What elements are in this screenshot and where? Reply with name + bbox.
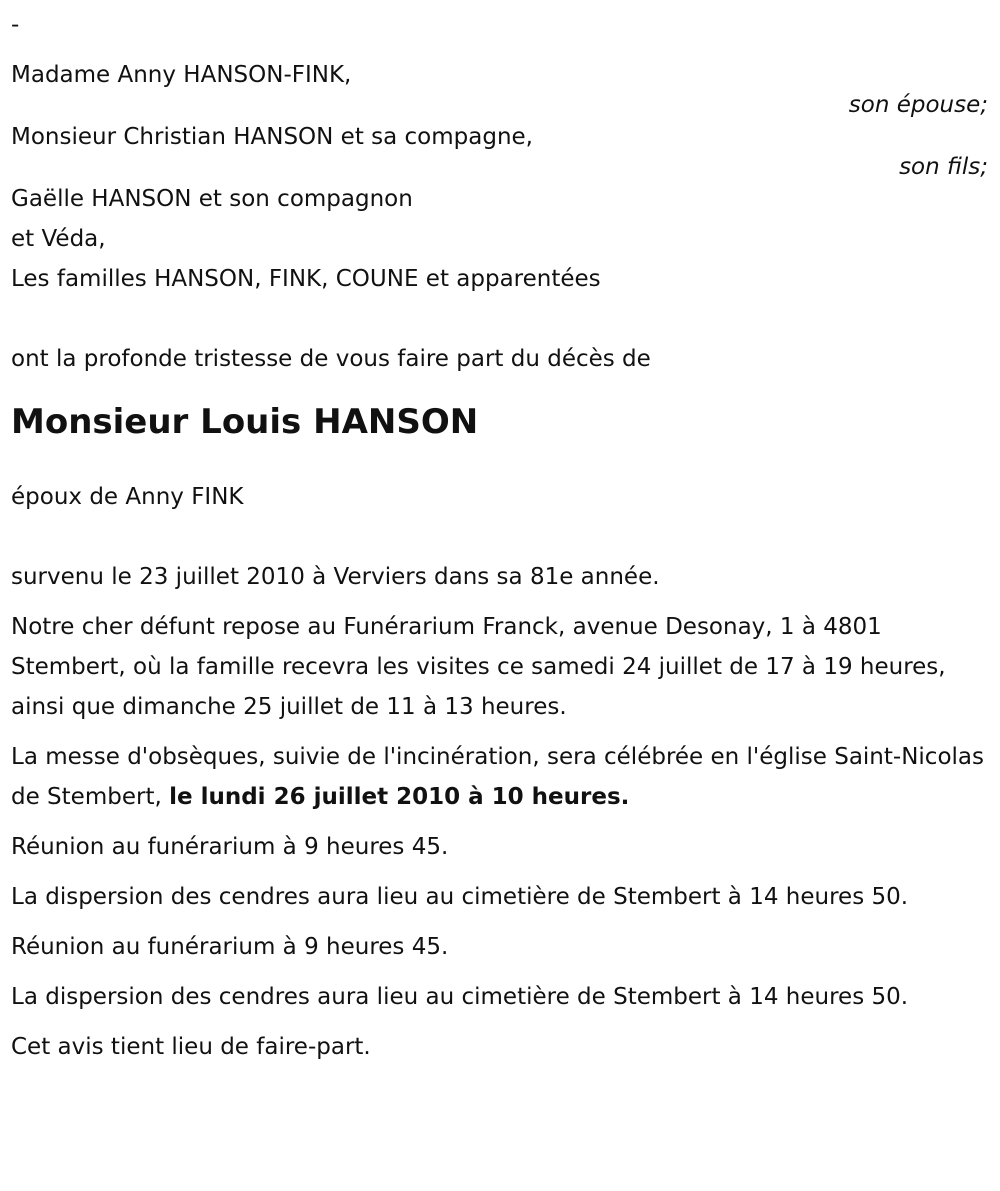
meeting-paragraph: Réunion au funérarium à 9 heures 45.	[11, 934, 449, 960]
deceased-name: Monsieur Louis HANSON	[11, 402, 479, 442]
visitation-paragraph: Notre cher défunt repose au Funérarium F…	[11, 614, 946, 720]
mass-text: La messe d'obsèques, suivie de l'incinér…	[11, 744, 984, 810]
ashes-paragraph: La dispersion des cendres aura lieu au c…	[11, 984, 909, 1010]
meeting-paragraph: Réunion au funérarium à 9 heures 45.	[11, 834, 449, 860]
mass-date: le lundi 26 juillet 2010 à 10 heures.	[169, 784, 630, 810]
role-spouse: son épouse;	[848, 92, 988, 118]
family-member: Les familles HANSON, FINK, COUNE et appa…	[11, 266, 601, 292]
dash: -	[11, 12, 20, 38]
family-member: et Véda,	[11, 226, 106, 252]
ashes-paragraph: La dispersion des cendres aura lieu au c…	[11, 884, 909, 910]
mass-paragraph: La messe d'obsèques, suivie de l'incinér…	[11, 737, 988, 817]
family-member-spouse: Madame Anny HANSON-FINK,	[11, 62, 352, 88]
announcement: ont la profonde tristesse de vous faire …	[11, 346, 651, 372]
family-member: Gaëlle HANSON et son compagnon	[11, 186, 413, 212]
family-member-son: Monsieur Christian HANSON et sa compagne…	[11, 124, 533, 150]
closing-paragraph: Cet avis tient lieu de faire-part.	[11, 1034, 371, 1060]
role-son: son fils;	[899, 154, 988, 180]
spouse-line: époux de Anny FINK	[11, 484, 244, 510]
obituary-document: - Madame Anny HANSON-FINK, son épouse; M…	[11, 12, 988, 1060]
death-paragraph: survenu le 23 juillet 2010 à Verviers da…	[11, 564, 660, 590]
